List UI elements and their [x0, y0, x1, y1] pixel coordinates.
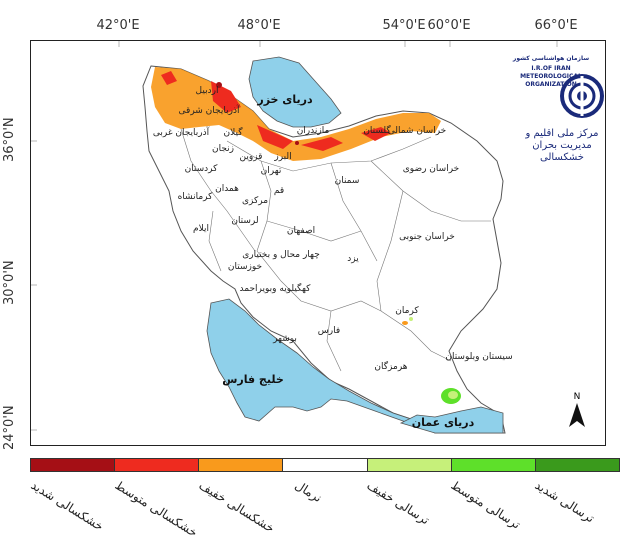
province-label: مازندران	[297, 126, 330, 136]
province-label: کهگیلویه وبویراحمد	[240, 282, 312, 294]
province-label: اردبیل	[196, 86, 219, 96]
province-label: قم	[274, 186, 284, 196]
legend-swatch-moderate-wet	[451, 459, 536, 471]
legend-label: ترسالی متوسط	[448, 478, 523, 532]
province-label: البرز	[273, 152, 291, 162]
legend-bar	[30, 458, 620, 472]
center-name: مرکز ملی اقلیم و مدیریت بحران خشکسالی	[525, 128, 599, 163]
province-label: لرستان	[231, 216, 258, 226]
legend-label: ترسالی شدید	[532, 478, 597, 526]
iran-map: دریای خزر خلیج فارس دریای عمان اردبیل آذ…	[31, 41, 585, 434]
province-label: خراسان شمالی	[388, 126, 447, 136]
logo-line3: METEOROLOGICAL	[520, 73, 582, 80]
legend-swatch-normal	[283, 459, 368, 471]
province-label: فارس	[318, 326, 340, 336]
province-label: کرمان	[395, 306, 419, 316]
logo-emblem-icon	[560, 74, 604, 118]
legend-swatch-severe-drought	[31, 459, 116, 471]
north-arrow: N	[569, 392, 585, 427]
lon-tick-60: 60°0'E	[427, 18, 471, 33]
province-label: یزد	[347, 254, 359, 264]
graticule	[31, 41, 558, 431]
lat-tick-24: 24°0'N	[2, 405, 17, 450]
province-label: مرکزی	[242, 196, 268, 206]
province-label: کردستان	[185, 164, 219, 174]
legend-label: ترسالی خفیف	[364, 478, 432, 528]
lon-tick-66: 66°0'E	[534, 18, 578, 33]
legend-swatch-mild-drought	[199, 459, 284, 471]
iran-land	[142, 65, 506, 434]
province-label: زنجان	[212, 144, 234, 154]
lat-tick-30: 30°0'N	[2, 260, 17, 305]
province-label: همدان	[215, 184, 239, 194]
caspian-label: دریای خزر	[256, 93, 313, 106]
province-label: قزوین	[240, 152, 263, 162]
province-label: سیستان وبلوستان	[445, 352, 512, 362]
province-label: گلستان	[363, 124, 391, 136]
province-label: کرمانشاه	[178, 192, 214, 202]
province-label: اصفهان	[287, 226, 315, 236]
province-borders	[180, 128, 491, 372]
oman-sea-label: دریای عمان	[412, 416, 475, 429]
province-label: ایلام	[193, 224, 209, 234]
province-label: هرمزگان	[374, 360, 407, 372]
legend-swatch-moderate-drought	[115, 459, 200, 471]
drought-north-band	[151, 67, 441, 161]
legend-swatch-severe-wet	[535, 459, 619, 471]
legend-label: خشکسالی متوسط	[112, 478, 200, 540]
province-label: بوشهر	[272, 334, 297, 344]
legend-label: خشکسالی شدید	[28, 478, 107, 534]
oman-sea	[399, 406, 504, 434]
legend-label: خشکسالی خفیف	[196, 478, 278, 536]
caspian-sea	[248, 56, 342, 128]
wet-spots	[402, 317, 461, 404]
province-label: گیلان	[224, 126, 244, 138]
province-label: تهران	[261, 166, 282, 176]
legend-swatch-mild-wet	[367, 459, 452, 471]
logo-line4: ORGANIZATION	[525, 81, 577, 88]
lon-tick-48: 48°0'E	[237, 18, 281, 33]
legend-label: نرمال	[292, 478, 325, 506]
persian-gulf-label: خلیج فارس	[222, 373, 284, 386]
map-frame: دریای خزر خلیج فارس دریای عمان اردبیل آذ…	[30, 40, 606, 446]
province-label: سمنان	[335, 176, 360, 186]
lat-tick-36: 36°0'N	[2, 117, 17, 162]
province-label: آذربایجان غربی	[153, 126, 210, 138]
organization-logo: سازمان هواشناسی کشور I.R.OF IRAN METEORO…	[511, 51, 604, 161]
province-label: آذربایجان شرقی	[179, 104, 240, 116]
province-label: خراسان رضوی	[403, 164, 459, 174]
logo-line2: I.R.OF IRAN	[531, 65, 571, 72]
logo-line1: سازمان هواشناسی کشور	[512, 55, 590, 62]
province-label: خراسان جنوبی	[399, 232, 455, 242]
province-label: خوزستان	[228, 262, 262, 272]
province-label: چهار محال و بختیاری	[242, 250, 320, 260]
lon-tick-42: 42°0'E	[96, 18, 140, 33]
lon-tick-54: 54°0'E	[382, 18, 426, 33]
north-arrow-label: N	[574, 392, 581, 402]
